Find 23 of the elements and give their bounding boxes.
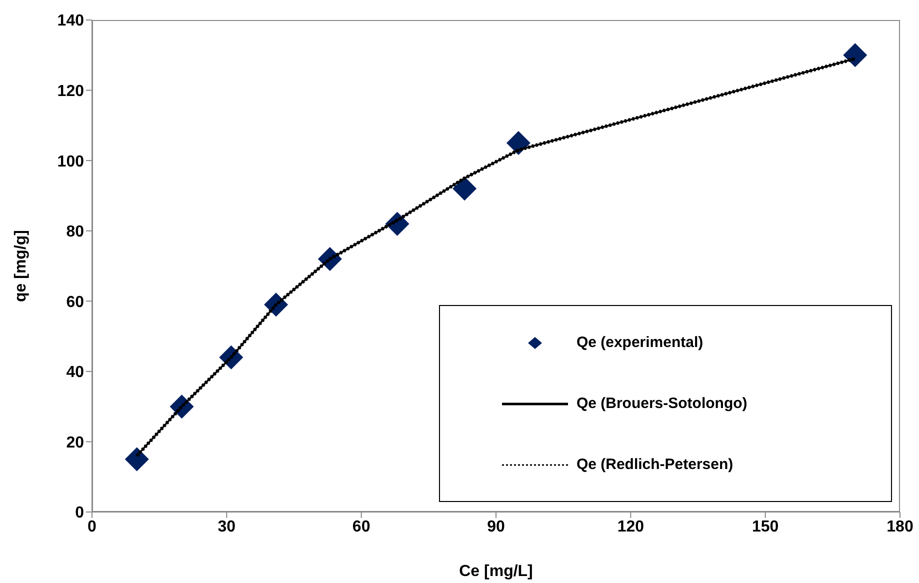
x-tick-label: 60 — [352, 518, 370, 536]
y-axis-title: qe [mg/g] — [12, 230, 30, 302]
legend-label: Qe (experimental) — [576, 334, 704, 352]
x-tick-label: 0 — [88, 518, 97, 536]
legend-label: Qe (Brouers-Sotolongo) — [576, 395, 748, 412]
point — [452, 176, 477, 201]
x-axis-title: Ce [mg/L] — [459, 563, 533, 580]
y-tick-label: 140 — [57, 12, 84, 30]
x-tick-label: 90 — [487, 518, 505, 536]
y-tick-label: 40 — [66, 364, 84, 382]
x-tick-label: 120 — [617, 518, 644, 536]
x-tick-label: 30 — [218, 518, 236, 536]
x-tick-label: 150 — [752, 518, 779, 536]
point — [124, 447, 149, 472]
y-tick-label: 120 — [57, 82, 84, 100]
y-tick-label: 0 — [75, 504, 84, 522]
legend-label: Qe (Redlich-Petersen) — [576, 456, 734, 474]
y-tick-label: 20 — [66, 434, 84, 452]
point — [843, 43, 868, 68]
x-tick-label: 180 — [886, 518, 914, 536]
y-tick-label: 80 — [66, 224, 84, 241]
y-tick-label: 60 — [66, 294, 84, 311]
y-tick-label: 100 — [57, 153, 84, 170]
